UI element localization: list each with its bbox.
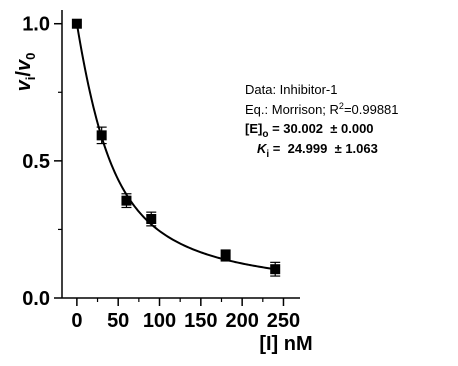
data-point-marker — [121, 195, 132, 206]
x-tick-label: 150 — [184, 310, 217, 332]
fit-curve — [75, 23, 276, 271]
y-tick-label: 0.0 — [22, 288, 50, 310]
annotation-line-data: Data: Inhibitor-1 — [245, 82, 338, 97]
x-tick-label: 50 — [107, 310, 129, 332]
axis-tick-labels: 0 50 100 150 200 250 0.0 0.5 1.0 — [22, 14, 300, 332]
annotation-line-equation: Eq.: Morrison; R2=0.99881 — [245, 101, 399, 117]
y-tick-label: 0.5 — [22, 151, 50, 173]
x-tick-label: 250 — [267, 310, 300, 332]
annotation-line-ki: Ki = 24.999 ± 1.063 — [257, 141, 378, 160]
x-tick-label: 200 — [225, 310, 258, 332]
x-tick-label: 0 — [71, 310, 82, 332]
data-point-marker — [270, 264, 281, 275]
y-axis-title: vi/v0 — [13, 53, 38, 92]
axis-ticks — [54, 22, 285, 306]
x-tick-label: 100 — [143, 310, 176, 332]
x-axis-title: [I] nM — [259, 333, 312, 355]
plot-frame — [61, 10, 300, 299]
y-tick-label: 1.0 — [22, 14, 50, 36]
data-point-marker — [220, 250, 231, 261]
annotation-line-e0: [E]o = 30.002 ± 0.000 — [245, 121, 374, 140]
fit-annotation: Data: Inhibitor-1 Eq.: Morrison; R2=0.99… — [245, 82, 399, 160]
data-point-marker — [146, 214, 157, 225]
data-point-marker — [96, 130, 107, 141]
data-points — [71, 18, 281, 275]
data-point-marker — [71, 18, 82, 29]
